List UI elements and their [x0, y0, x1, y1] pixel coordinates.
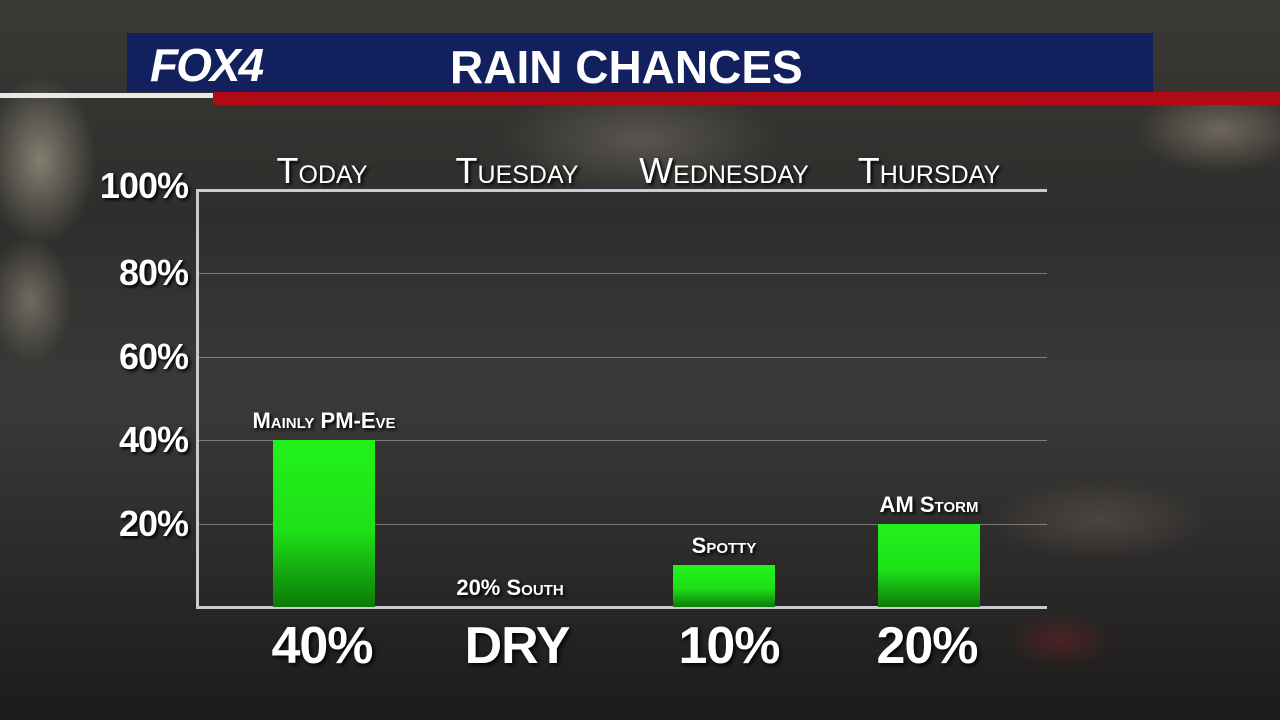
- chart-title: RAIN CHANCES: [450, 41, 803, 93]
- value-label: 40%: [271, 617, 373, 675]
- gridline: [198, 523, 1047, 525]
- value-label: DRY: [464, 617, 571, 675]
- y-tick-label: 20%: [118, 502, 189, 544]
- header-band: [127, 33, 1153, 92]
- y-axis-line: [196, 189, 199, 609]
- fox4-logo: FOX4: [150, 39, 264, 91]
- category-label: Thursday: [857, 150, 1001, 191]
- gridline: [198, 356, 1047, 358]
- value-label: 20%: [876, 617, 978, 675]
- value-label: 10%: [678, 617, 780, 675]
- axis-top-line: [198, 189, 1047, 192]
- y-tick-label: 40%: [118, 419, 189, 461]
- gridline: [198, 440, 1047, 442]
- bar-annotation: 20% South: [456, 575, 564, 600]
- bar-thursday: [878, 523, 980, 607]
- x-axis-line: [196, 606, 1047, 609]
- bar-annotation: Mainly PM-Eve: [252, 408, 396, 434]
- bar-annotation: AM Storm: [879, 491, 979, 517]
- header-red-stripe: [213, 92, 1280, 105]
- y-tick-label: 80%: [118, 252, 189, 294]
- bar-annotation: Spotty: [691, 533, 757, 559]
- category-label: Tuesday: [455, 150, 579, 191]
- bar-today: [273, 440, 375, 607]
- category-label: Wednesday: [639, 150, 809, 191]
- gridline: [198, 273, 1047, 275]
- y-tick-label: 60%: [118, 335, 189, 377]
- category-label: Today: [276, 150, 368, 191]
- header-white-stripe: [0, 93, 213, 98]
- y-tick-label: 100%: [99, 165, 189, 206]
- bar-wednesday: [673, 565, 775, 607]
